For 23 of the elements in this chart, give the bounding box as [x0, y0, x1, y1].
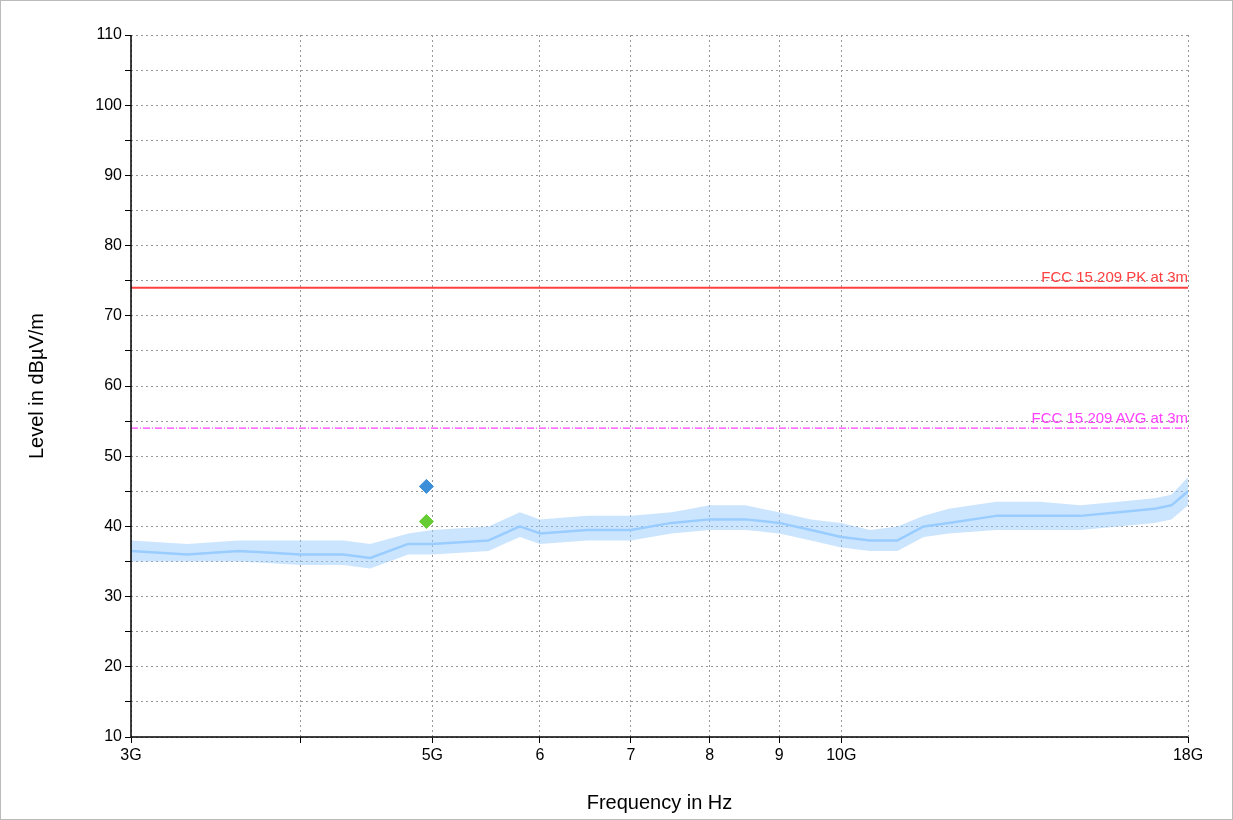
x-tick-label: 6: [535, 746, 545, 764]
x-tick-label: 9: [774, 746, 784, 764]
x-tick-label: 10G: [826, 746, 857, 764]
ref-line-label: FCC 15.209 AVG at 3m: [1031, 408, 1188, 426]
y-tick-label: 30: [104, 587, 123, 605]
y-tick-label: 90: [104, 165, 123, 183]
y-tick-label: 60: [104, 376, 123, 394]
x-tick-label: 18G: [1172, 746, 1204, 764]
x-tick-label: 5G: [421, 746, 444, 764]
y-tick-label: 70: [104, 306, 123, 324]
ref-line-label: FCC 15.209 PK at 3m: [1041, 268, 1188, 286]
y-tick-label: 10: [104, 727, 123, 745]
x-tick-label: 3G: [120, 746, 142, 764]
x-tick-label: 7: [626, 746, 636, 764]
y-tick-label: 100: [95, 95, 123, 113]
y-tick-label: 40: [104, 516, 123, 534]
y-tick-label: 20: [104, 657, 123, 675]
y-tick-label: 50: [104, 446, 123, 464]
x-axis-title: Frequency in Hz: [586, 790, 733, 813]
x-tick-label: 8: [705, 746, 715, 764]
y-tick-label: 80: [104, 236, 123, 254]
y-tick-label: 110: [96, 25, 123, 43]
y-axis-title: Level in dBµV/m: [24, 312, 47, 460]
